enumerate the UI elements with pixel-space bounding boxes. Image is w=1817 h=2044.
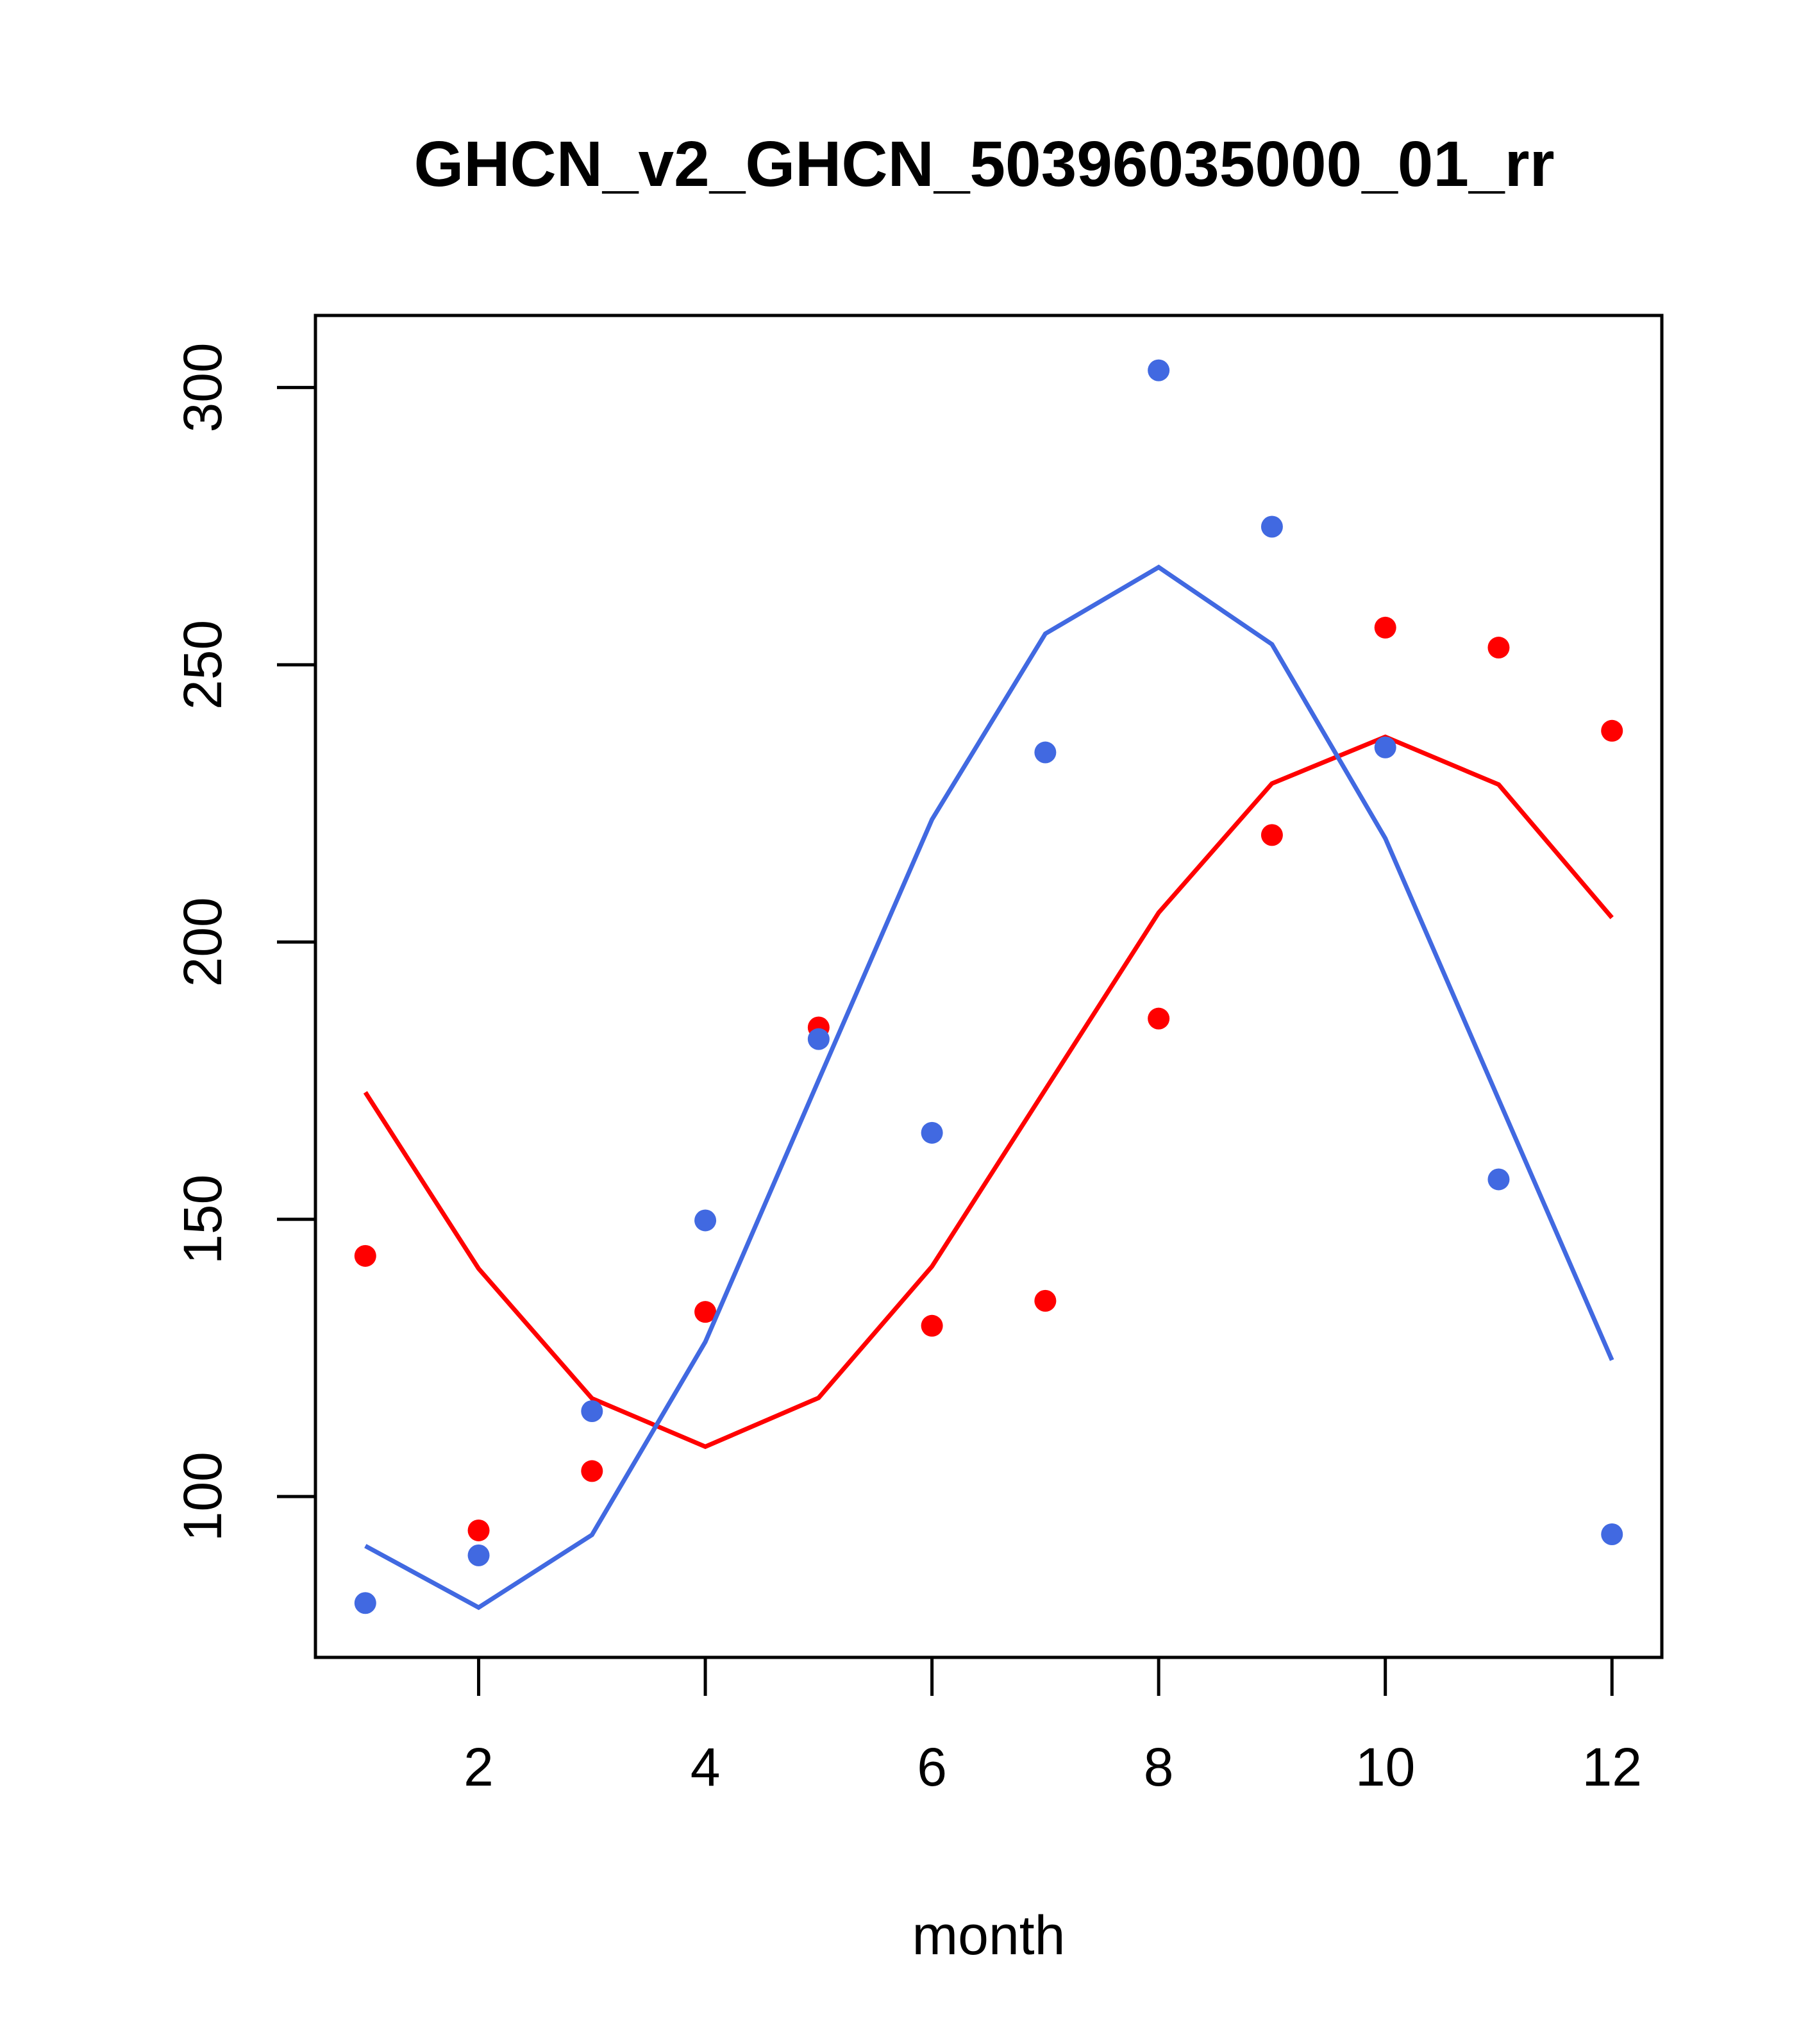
series-0-point: [1260, 824, 1283, 846]
series-1-point: [807, 1028, 830, 1050]
series-0-point: [581, 1460, 603, 1482]
y-tick-label: 300: [172, 342, 233, 432]
series-1-point: [1487, 1168, 1510, 1191]
series-0-point: [1034, 1289, 1057, 1312]
series-1-point: [1260, 515, 1283, 538]
series-layer: [354, 359, 1623, 1614]
series-1-point: [1034, 741, 1057, 764]
x-tick-label: 12: [1582, 1737, 1642, 1797]
y-tick-label: 200: [172, 897, 233, 987]
x-tick-label: 6: [917, 1737, 947, 1797]
plot-frame: [314, 314, 1664, 1659]
series-1-point: [581, 1400, 603, 1422]
x-tick-label: 2: [464, 1737, 494, 1797]
series-1-line: [364, 564, 1614, 1611]
series-0-point: [354, 1244, 376, 1267]
series-0-point: [921, 1314, 943, 1337]
series-0-line: [363, 734, 1614, 1450]
y-tick-label: 250: [172, 620, 233, 710]
x-tick-label: 10: [1355, 1737, 1415, 1797]
series-1-point: [694, 1209, 717, 1232]
series-0-point: [1374, 616, 1396, 639]
series-0-point: [467, 1519, 490, 1541]
series-1-point: [921, 1121, 943, 1144]
x-axis-label: month: [912, 1905, 1065, 1966]
series-0-point: [1148, 1007, 1170, 1030]
y-tick-label: 150: [172, 1175, 233, 1264]
series-1-point: [467, 1544, 490, 1566]
series-1-point: [1601, 1523, 1623, 1545]
y-tick-label: 100: [172, 1452, 233, 1541]
x-axis: 2 4 6 8 10 12: [464, 1655, 1642, 1797]
series-1-point: [354, 1592, 376, 1614]
series-0-point: [1601, 719, 1623, 742]
series-1-point: [1148, 359, 1170, 381]
chart-title: GHCN_v2_GHCN_50396035000_01_rr: [414, 128, 1554, 200]
series-0-point: [1487, 637, 1510, 659]
y-axis: 100 150 200 250 300: [172, 342, 317, 1541]
x-tick-label: 8: [1144, 1737, 1174, 1797]
series-0-point: [694, 1301, 717, 1323]
series-1-point: [1374, 736, 1396, 758]
x-tick-label: 4: [691, 1737, 721, 1797]
